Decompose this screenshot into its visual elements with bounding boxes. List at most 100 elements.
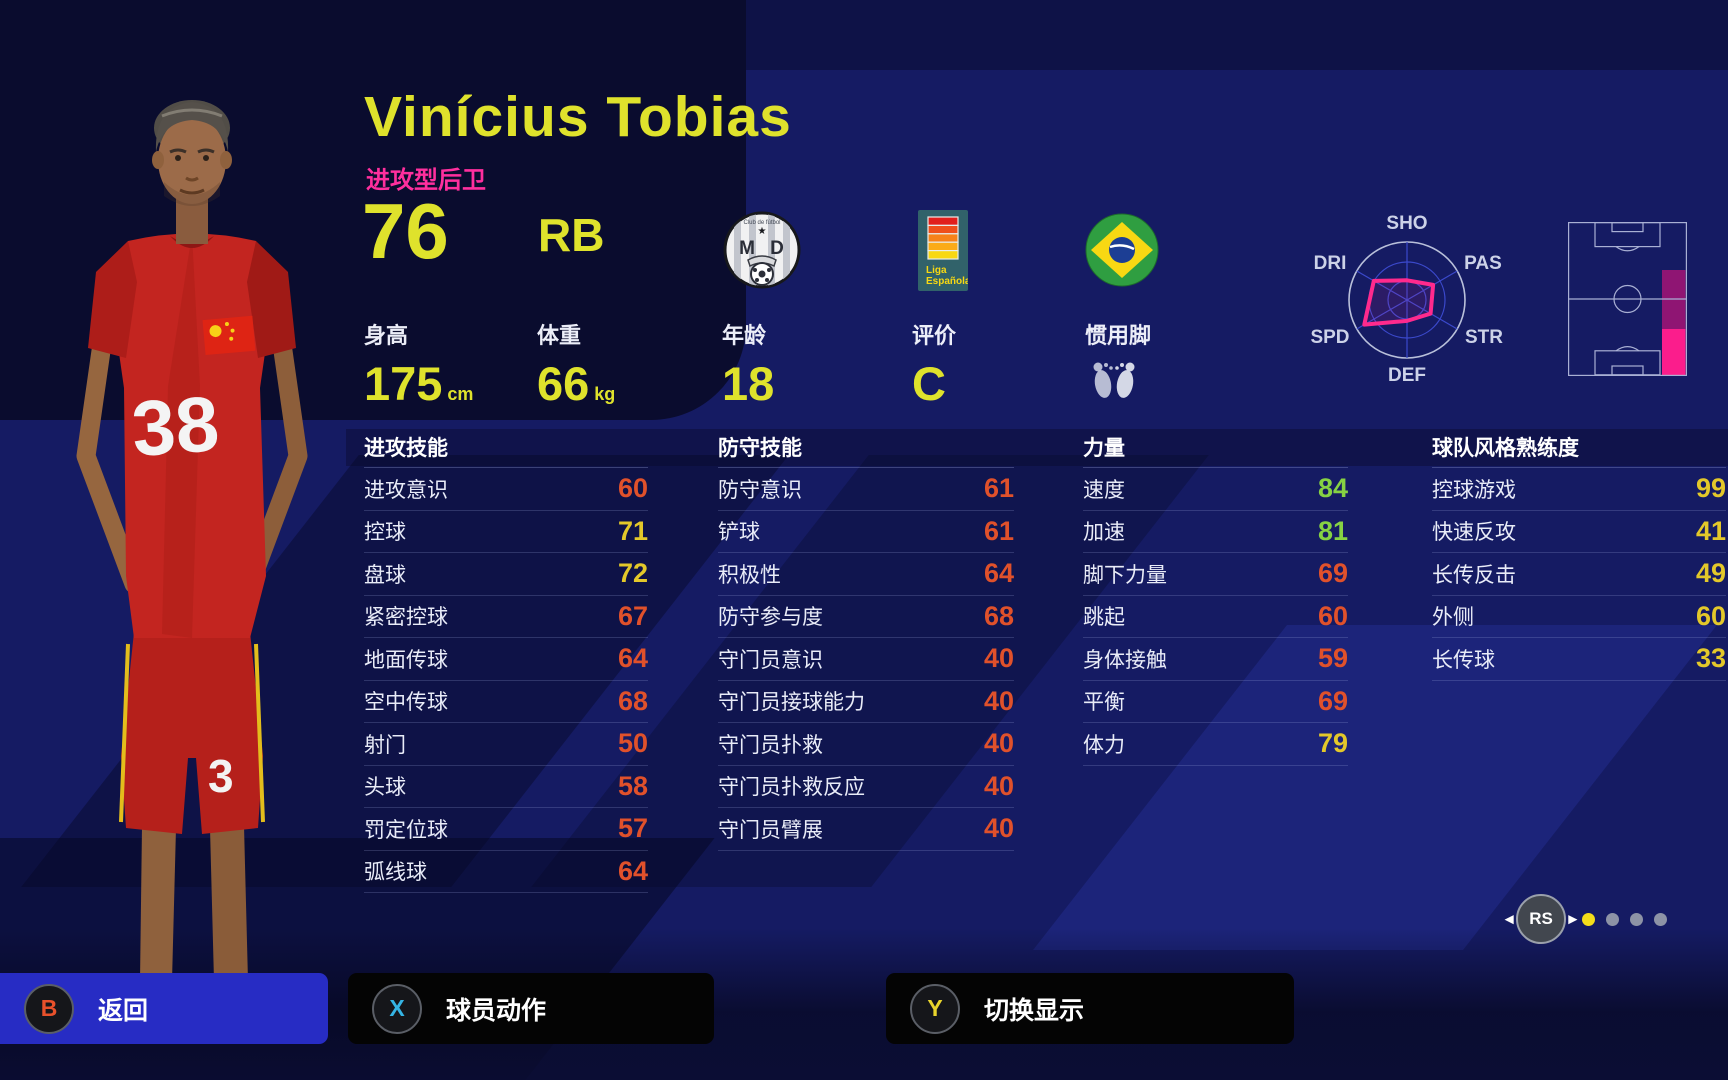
stat-row: 防守参与度 68	[718, 596, 1014, 638]
age-value: 18	[722, 357, 775, 410]
info-age: 年龄 18	[722, 318, 774, 407]
stat-row: 积极性 64	[718, 553, 1014, 596]
position-abbr: RB	[538, 209, 605, 261]
radar-axis-sho: SHO	[1386, 213, 1428, 234]
stat-label: 速度	[1083, 478, 1125, 502]
weight-value: 66	[537, 357, 590, 410]
stat-row: 快速反攻 41	[1432, 511, 1726, 553]
stat-label: 控球游戏	[1432, 478, 1516, 502]
stat-row: 速度 84	[1083, 468, 1348, 511]
stat-label: 长传反击	[1432, 563, 1516, 587]
stat-row: 罚定位球 57	[364, 808, 648, 851]
pager-dots	[1582, 912, 1667, 926]
stat-value: 79	[1317, 728, 1348, 759]
stat-label: 加速	[1083, 521, 1125, 545]
stat-label: 外侧	[1432, 606, 1474, 630]
stat-label: 身体接触	[1083, 648, 1167, 672]
stat-row: 射门 50	[364, 723, 648, 766]
form-label: 评价	[912, 323, 957, 348]
pager-dot[interactable]	[1654, 912, 1667, 926]
stat-label: 控球	[364, 521, 406, 545]
stat-label: 守门员意识	[718, 648, 823, 672]
rs-stick-button[interactable]: ◀ RS ▶	[1505, 894, 1577, 944]
pager-dot[interactable]	[1582, 912, 1595, 926]
stat-label: 平衡	[1083, 691, 1125, 715]
key-letter: X	[389, 995, 405, 1021]
stat-value: 33	[1695, 643, 1726, 674]
footprint-icon	[1093, 362, 1135, 398]
stat-row: 脚下力量 69	[1083, 553, 1348, 596]
player-actions-button[interactable]: X 球员动作	[348, 973, 714, 1044]
weight-unit: kg	[594, 384, 616, 404]
stat-value: 99	[1695, 473, 1726, 504]
stat-label: 守门员扑救	[718, 733, 823, 757]
player-model-image: 3 38	[76, 100, 308, 981]
height-label: 身高	[364, 323, 409, 348]
defense-header: 防守技能	[718, 437, 802, 460]
power-header: 力量	[1083, 437, 1125, 460]
foot-label: 惯用脚	[1085, 323, 1152, 348]
stat-column-power: 力量 速度 84 加速 81 脚下力量 69 跳起 60 身体接触 59 平衡 69 体力 7…	[1083, 432, 1348, 766]
stat-label: 空中传球	[364, 691, 448, 715]
stat-row: 长传反击 49	[1432, 553, 1726, 596]
brazil-flag	[1085, 213, 1159, 287]
stat-value: 57	[617, 813, 648, 844]
stat-row: 守门员接球能力 40	[718, 681, 1014, 723]
stat-label: 地面传球	[364, 648, 448, 672]
info-foot: 惯用脚	[1085, 318, 1151, 404]
team-style-header: 球队风格熟练度	[1432, 437, 1579, 460]
stat-label: 紧密控球	[364, 606, 448, 630]
stat-value: 67	[617, 600, 648, 631]
club-initial: M	[739, 238, 755, 259]
stat-value: 58	[617, 770, 648, 801]
stat-value: 49	[1695, 558, 1726, 589]
height-value: 175	[364, 357, 443, 410]
stat-row: 紧密控球 67	[364, 596, 648, 638]
stat-row: 铲球 61	[718, 511, 1014, 553]
back-button[interactable]: B 返回	[0, 973, 328, 1044]
stat-value: 69	[1317, 685, 1348, 716]
stat-label: 铲球	[718, 521, 760, 545]
stat-row: 守门员扑救 40	[718, 723, 1014, 766]
stat-row: 守门员扑救反应 40	[718, 766, 1014, 808]
weight-label: 体重	[537, 323, 582, 348]
radar-axis-spd: SPD	[1310, 327, 1350, 348]
stat-value: 81	[1317, 515, 1348, 546]
club-initial: D	[770, 238, 784, 259]
stat-row: 盘球 72	[364, 553, 648, 596]
stat-label: 防守意识	[718, 478, 802, 502]
stat-column-attack: 进攻技能 进攻意识 60 控球 71 盘球 72 紧密控球 67 地面传球 64 空中传球…	[364, 432, 648, 893]
form-value: C	[912, 357, 946, 410]
stat-value: 40	[983, 728, 1014, 759]
stat-label: 守门员接球能力	[718, 691, 865, 715]
stat-row: 控球 71	[364, 511, 648, 553]
league-text: Española	[926, 276, 968, 287]
stat-label: 防守参与度	[718, 606, 823, 630]
svg-text:★: ★	[758, 226, 767, 237]
player-role: 进攻型后卫	[366, 167, 486, 194]
info-height: 身高 175 cm	[364, 318, 473, 407]
stat-label: 罚定位球	[364, 818, 448, 842]
stat-row: 平衡 69	[1083, 681, 1348, 723]
league-badge: Liga Española	[918, 210, 968, 291]
stat-value: 60	[617, 473, 648, 504]
toggle-display-button[interactable]: Y 切换显示	[886, 973, 1294, 1044]
radar-axis-str: STR	[1465, 327, 1503, 348]
stat-column-defense: 防守技能 防守意识 61 铲球 61 积极性 64 防守参与度 68 守门员意识 40 守…	[718, 432, 1014, 851]
player-actions-label: 球员动作	[446, 996, 547, 1025]
shorts-number: 3	[208, 750, 234, 802]
stat-label: 盘球	[364, 563, 406, 587]
stat-value: 40	[983, 770, 1014, 801]
gamepad-y-icon: Y	[910, 983, 960, 1034]
gamepad-x-icon: X	[372, 983, 422, 1034]
bg-top-strip	[746, 0, 1728, 70]
stat-label: 守门员扑救反应	[718, 776, 865, 800]
player-leg	[210, 826, 248, 981]
player-name: Vinícius Tobias	[364, 85, 792, 149]
pager-left-arrow-icon: ◀	[1505, 913, 1514, 926]
attribute-radar-chart	[1348, 241, 1466, 359]
stat-value: 68	[983, 600, 1014, 631]
pager-dot[interactable]	[1630, 912, 1643, 926]
pager-dot[interactable]	[1606, 912, 1619, 926]
